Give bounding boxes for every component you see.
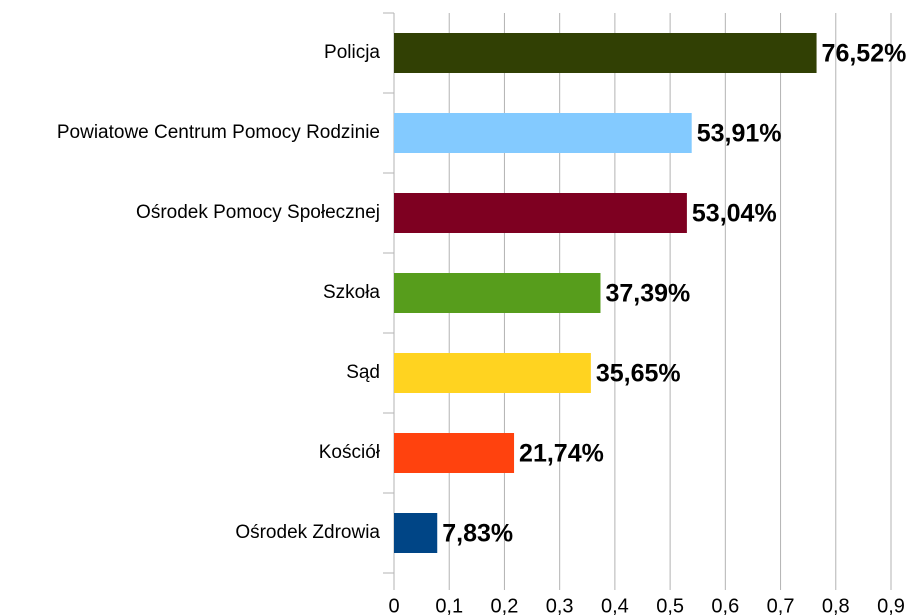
y-tick-label: Szkoła	[323, 282, 380, 303]
y-tick-label: Powiatowe Centrum Pomocy Rodzinie	[57, 122, 380, 143]
x-tick-label: 0,7	[767, 595, 795, 616]
value-label: 21,74%	[519, 440, 604, 468]
x-tick-label: 0,4	[601, 595, 629, 616]
bar	[394, 273, 601, 313]
bar	[394, 113, 692, 153]
y-tick-label: Ośrodek Pomocy Społecznej	[136, 202, 380, 223]
y-tick-label: Policja	[324, 42, 380, 63]
bar	[394, 193, 687, 233]
x-tick-label: 0,9	[877, 595, 905, 616]
x-tick-label: 0,2	[491, 595, 519, 616]
y-tick-label: Kościół	[319, 442, 381, 463]
y-tick-label: Ośrodek Zdrowia	[235, 522, 380, 543]
x-tick-label: 0,5	[656, 595, 684, 616]
x-tick-label: 0,8	[822, 595, 850, 616]
value-label: 35,65%	[596, 360, 681, 388]
x-tick-label: 0,6	[711, 595, 739, 616]
value-label: 53,04%	[692, 200, 777, 228]
value-label: 53,91%	[697, 120, 782, 148]
bar	[394, 513, 438, 553]
x-tick-label: 0	[388, 595, 399, 616]
y-tick-label: Sąd	[346, 362, 380, 383]
value-label: 7,83%	[442, 520, 513, 548]
x-tick-label: 0,3	[546, 595, 574, 616]
bar	[394, 33, 817, 73]
value-label: 37,39%	[605, 280, 690, 308]
x-tick-label: 0,1	[435, 595, 463, 616]
bar	[394, 433, 515, 473]
value-label: 76,52%	[822, 40, 907, 68]
bar	[394, 353, 591, 393]
